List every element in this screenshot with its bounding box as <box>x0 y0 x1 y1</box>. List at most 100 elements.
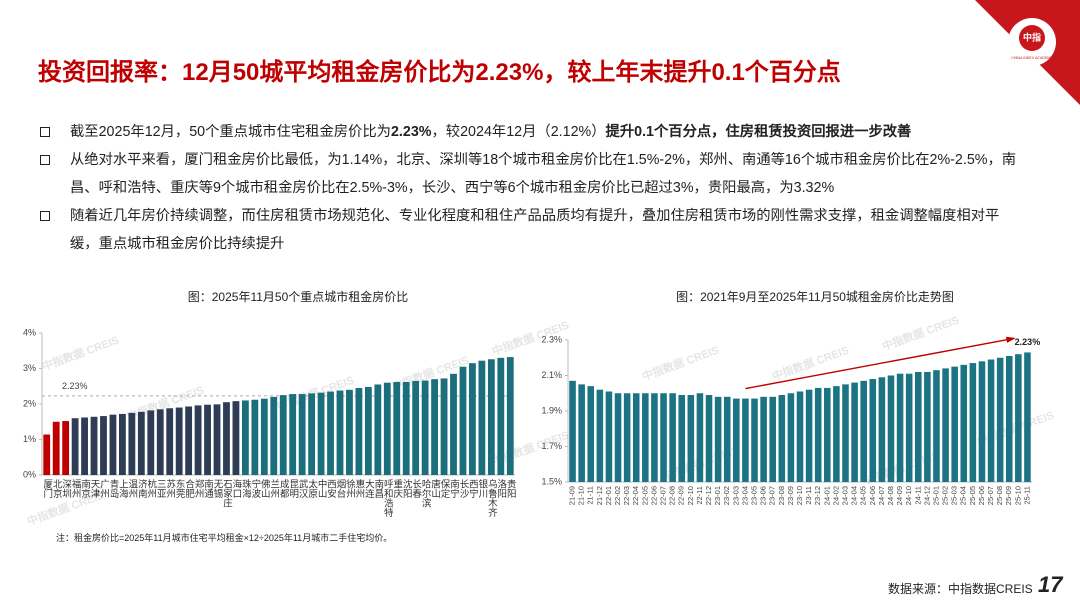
bar <box>213 404 221 475</box>
bar <box>459 366 467 475</box>
bullet-list: 截至2025年12月，50个重点城市住宅租金房价比为2.23%，较2024年12… <box>40 118 1025 258</box>
bar <box>805 389 813 482</box>
bar <box>678 395 686 482</box>
y-tick-label: 4% <box>23 327 36 337</box>
y-tick-label: 2.1% <box>541 370 562 380</box>
x-tick-label: 24-09 <box>895 486 904 505</box>
bar <box>109 414 117 475</box>
bar <box>896 373 904 482</box>
bar <box>421 380 429 475</box>
x-tick-label: 24-10 <box>904 486 913 505</box>
bar <box>355 388 363 475</box>
bar <box>175 407 183 475</box>
bar <box>62 421 70 475</box>
x-tick-label: 武汉 <box>297 478 309 499</box>
bar <box>914 371 922 482</box>
bullet-text: ，较2024年12月（2.12%） <box>431 124 606 140</box>
bar <box>289 394 297 475</box>
bar <box>860 380 867 482</box>
bar <box>869 379 877 482</box>
x-tick-label: 21-11 <box>586 486 595 505</box>
bar <box>431 379 438 475</box>
bullet: 随着近几年房价持续调整，而住房租赁市场规范化、专业化程度和租住产品品质均有提升，… <box>40 202 1025 258</box>
x-tick-label: 24-02 <box>831 486 840 505</box>
x-tick-label: 25-11 <box>1022 486 1031 505</box>
bar <box>933 370 940 482</box>
source: 数据来源：中指数据CREIS <box>888 582 1033 596</box>
x-tick-label: 25-01 <box>931 486 940 505</box>
x-tick-label: 济南 <box>136 478 148 498</box>
x-tick-label: 25-05 <box>968 486 977 505</box>
bar <box>760 396 767 482</box>
bar <box>696 393 704 482</box>
x-tick-label: 兰州 <box>268 478 280 498</box>
page-number: 17 <box>1038 572 1063 597</box>
logo-name: CHINA INDEX ACADEMY <box>1011 56 1053 60</box>
x-tick-label: 25-09 <box>1004 486 1013 505</box>
x-tick-label: 南京 <box>79 478 91 499</box>
bar <box>71 418 79 475</box>
x-tick-label: 24-06 <box>868 486 877 505</box>
trend-arrow-head <box>1005 336 1016 343</box>
x-tick-label: 22-10 <box>686 486 695 505</box>
x-tick-label: 24-04 <box>850 486 859 505</box>
bar <box>814 387 822 482</box>
x-tick-label: 22-01 <box>604 486 613 505</box>
slide-title: 投资回报率：12月50城平均租金房价比为2.23%，较上年末提升0.1个百分点 <box>38 59 841 86</box>
x-tick-label: 23-09 <box>786 486 795 505</box>
bar <box>1024 352 1031 482</box>
x-tick-label: 三亚 <box>155 479 167 498</box>
x-tick-label: 25-08 <box>995 486 1004 505</box>
x-tick-label: 25-06 <box>977 486 986 505</box>
x-tick-label: 22-04 <box>631 486 640 505</box>
bar <box>478 360 486 475</box>
bar <box>778 395 786 482</box>
bar <box>346 389 353 475</box>
bullet-text: 从绝对水平来看，厦门租金房价比最低，为1.14%，北京、深圳等18个城市租金房价… <box>70 152 1017 196</box>
bar <box>969 363 977 482</box>
bar <box>587 386 595 482</box>
footnote: 注：租金房价比=2025年11月城市住宅平均租金×12÷2025年11月城市二手… <box>56 533 393 543</box>
bullet-marker <box>40 211 50 221</box>
x-tick-label: 北京 <box>51 479 63 499</box>
x-tick-label: 徐州 <box>344 478 356 498</box>
x-tick-label: 23-05 <box>749 486 758 505</box>
bar <box>605 391 613 482</box>
x-tick-label: 22-11 <box>695 486 704 505</box>
x-tick-label: 长沙 <box>457 478 469 498</box>
bar <box>614 393 622 482</box>
x-tick-label: 22-02 <box>613 486 622 505</box>
bar <box>166 408 174 475</box>
x-tick-label: 23-07 <box>768 486 777 505</box>
bar <box>374 384 382 475</box>
bar <box>569 380 576 482</box>
bar <box>751 398 758 482</box>
bar <box>687 395 695 482</box>
bar <box>241 400 249 475</box>
bar <box>578 384 585 482</box>
bar <box>270 396 278 475</box>
bar <box>412 380 420 475</box>
bar <box>642 393 649 482</box>
x-tick-label: 24-05 <box>859 486 868 505</box>
x-tick-label: 25-10 <box>1013 486 1022 505</box>
bar <box>733 398 740 482</box>
bar <box>497 357 505 475</box>
bar <box>251 399 259 475</box>
bar <box>336 390 344 475</box>
chart-title: 图：2025年11月50个重点城市租金房价比 <box>187 290 409 304</box>
bar <box>223 402 230 475</box>
bar <box>723 396 731 482</box>
x-tick-label: 佛山 <box>259 478 271 498</box>
x-tick-label: 24-12 <box>922 486 931 505</box>
bullet: 从绝对水平来看，厦门租金房价比最低，为1.14%，北京、深圳等18个城市租金房价… <box>40 146 1025 202</box>
bar <box>669 393 676 482</box>
x-tick-label: 烟台 <box>334 478 346 499</box>
bar <box>383 382 391 475</box>
x-tick-label: 青岛 <box>107 478 119 499</box>
bar <box>769 396 776 482</box>
bar <box>487 359 495 475</box>
bullet: 截至2025年12月，50个重点城市住宅租金房价比为2.23%，较2024年12… <box>40 118 1025 146</box>
x-tick-label: 杭州 <box>145 478 157 498</box>
